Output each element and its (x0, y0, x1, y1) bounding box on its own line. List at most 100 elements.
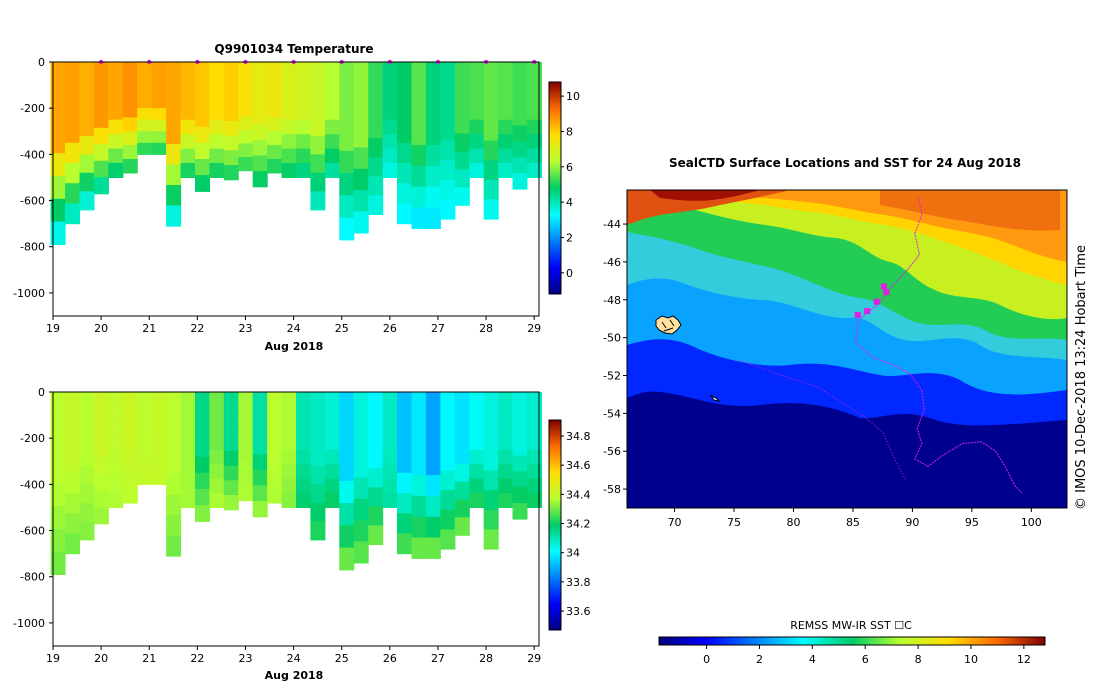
profile-cell (65, 62, 80, 83)
map-colorbar-label: REMSS MW-IR SST ☐C (790, 619, 912, 632)
profile-cell (209, 406, 225, 422)
profile-cell (324, 119, 340, 135)
temperature-plot-area (50, 59, 542, 245)
profile-cell (339, 128, 355, 152)
profile-cell (440, 529, 456, 550)
profile-cell (425, 516, 441, 539)
profile-cell (527, 406, 542, 422)
profile-cell (425, 165, 441, 188)
profile-cell (512, 173, 528, 190)
profile-column (425, 392, 441, 559)
profile-cell (252, 108, 268, 125)
profile-cell (527, 435, 542, 451)
profile-cell (339, 547, 355, 571)
profile-cell (122, 117, 138, 132)
colorbar-tick-label: 34.2 (566, 518, 591, 531)
profile-cell (209, 464, 225, 480)
profile-cell (93, 457, 109, 475)
sst-colorbar-tick-label: 6 (862, 653, 869, 666)
temperature-y-axis: 0 -200 -400 -600 -800 -1000 (13, 56, 53, 300)
profile-cell (267, 75, 283, 91)
profile-cell (397, 102, 412, 124)
profile-cell (425, 495, 441, 518)
profile-cell (498, 420, 514, 436)
profile-cell (151, 142, 167, 155)
profile-cell (93, 62, 109, 80)
profile-column (79, 392, 95, 541)
surface-location-marker (883, 289, 890, 296)
profile-cell (324, 493, 340, 508)
profile-cell (339, 436, 355, 460)
profile-cell (267, 62, 283, 77)
profile-cell (296, 464, 311, 480)
temperature-section: Q9901034 Temperature 19 20 21 22 23 24 25 26 27 2… (13, 42, 580, 353)
profile-cell (238, 143, 254, 158)
profile-cell (195, 392, 210, 409)
profile-column (65, 392, 80, 555)
lat-tick-label: -46 (603, 256, 621, 269)
profile-cell (108, 478, 124, 494)
x-tick-label: 20 (94, 322, 108, 335)
profile-cell (440, 120, 456, 142)
profile-cell (339, 84, 355, 107)
profile-cell (382, 435, 398, 451)
profile-cell (137, 73, 153, 86)
profile-cell (50, 221, 66, 245)
profile-cell (238, 405, 254, 420)
profile-cell (151, 392, 167, 405)
profile-cell (527, 134, 542, 150)
profile-cell (180, 134, 196, 150)
profile-cell (310, 135, 326, 155)
profile-cell (281, 420, 297, 436)
lat-tick-label: -58 (603, 483, 621, 496)
x-tick-label: 25 (335, 652, 349, 665)
profile-cell (483, 81, 499, 102)
profile-cell (397, 432, 412, 454)
lat-tick-label: -56 (603, 445, 621, 458)
profile-cell (79, 191, 95, 211)
profile-cell (238, 473, 254, 488)
profile-cell (353, 211, 369, 234)
profile-cell (440, 509, 456, 530)
profile-cell (368, 176, 384, 196)
profile-column (368, 392, 384, 545)
colorbar-tick-label: 2 (566, 231, 573, 244)
profile-cell (324, 478, 340, 494)
profile-cell (238, 89, 254, 104)
profile-cell (223, 76, 239, 92)
profile-cell (93, 144, 109, 162)
profile-cell (425, 207, 441, 229)
profile-cell (454, 79, 470, 99)
x-tick-label: 26 (383, 652, 397, 665)
profile-column (324, 392, 340, 508)
x-tick-label: 22 (190, 652, 204, 665)
profile-cell (65, 82, 80, 103)
profile-cell (180, 435, 196, 451)
profile-column (296, 62, 311, 178)
profile-cell (397, 203, 412, 225)
profile-cell (296, 163, 311, 178)
profile-column (209, 62, 225, 178)
profile-cell (238, 129, 254, 144)
profile-cell (382, 420, 398, 436)
profile-cell (310, 191, 326, 211)
profile-cell (527, 493, 542, 508)
profile-cell (411, 495, 427, 518)
profile-cell (209, 134, 225, 150)
profile-cell (498, 148, 514, 164)
profile-cell (469, 90, 485, 106)
profile-cell (166, 474, 182, 496)
profile-cell (180, 493, 196, 508)
profile-cell (527, 163, 542, 178)
profile-cell (512, 487, 528, 504)
profile-cell (368, 138, 384, 158)
profile-cell (382, 392, 398, 407)
profile-cell (93, 424, 109, 442)
profile-column (223, 62, 239, 181)
y-tick-label: 0 (38, 56, 45, 69)
profile-cell (469, 493, 485, 508)
profile-cell (512, 392, 528, 409)
profile-cell (368, 119, 384, 139)
profile-cell (209, 449, 225, 465)
profile-cell (382, 62, 398, 77)
